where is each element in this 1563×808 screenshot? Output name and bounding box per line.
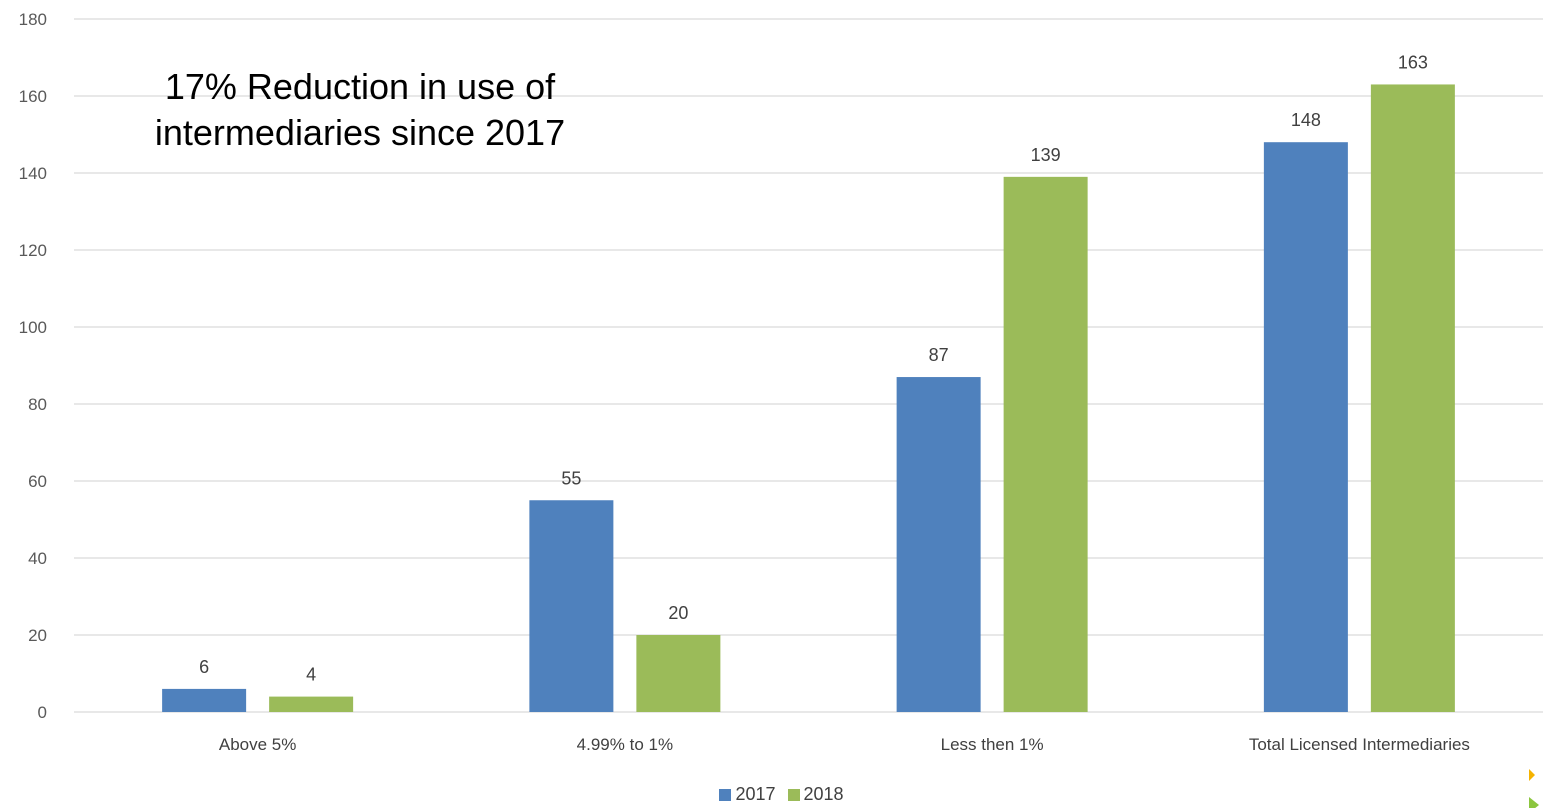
legend-item-2017[interactable]: 2017 [719,784,776,805]
data-label: 20 [668,603,688,623]
x-tick-label: Less then 1% [941,735,1044,754]
data-label: 163 [1398,52,1428,72]
chart-legend: 2017 2018 [0,784,1563,805]
x-tick-label: Total Licensed Intermediaries [1249,735,1470,754]
y-tick-label: 80 [28,395,47,414]
bar-2018-1 [636,635,721,712]
y-tick-label: 140 [19,164,47,183]
bar-2017-1 [529,500,614,712]
data-label: 87 [929,345,949,365]
bar-2018-0 [269,696,354,712]
data-label: 55 [561,468,581,488]
y-tick-label: 60 [28,472,47,491]
x-tick-label: Above 5% [219,735,297,754]
bar-2017-3 [1263,142,1348,712]
legend-item-2018[interactable]: 2018 [787,784,844,805]
legend-swatch-2017 [719,788,732,801]
data-label: 4 [306,665,316,685]
data-label: 139 [1031,145,1061,165]
bar-2018-3 [1370,84,1455,712]
chart-annotation: 17% Reduction in use of intermediaries s… [154,66,566,153]
data-label: 6 [199,657,209,677]
bar-2017-0 [162,688,247,712]
y-tick-label: 160 [19,87,47,106]
corner-arrow-icon [1529,797,1539,808]
y-tick-label: 100 [19,318,47,337]
legend-swatch-2018 [787,788,800,801]
y-tick-label: 120 [19,241,47,260]
y-tick-label: 0 [38,703,47,722]
y-tick-label: 180 [19,10,47,29]
corner-arrow-icon [1529,769,1535,781]
bar-2018-2 [1003,176,1088,713]
legend-label-2018: 2018 [803,784,844,804]
data-label: 148 [1291,110,1321,130]
y-tick-label: 40 [28,549,47,568]
x-tick-label: 4.99% to 1% [577,735,673,754]
bar-2017-2 [896,377,981,712]
y-tick-label: 20 [28,626,47,645]
legend-label-2017: 2017 [735,784,776,804]
